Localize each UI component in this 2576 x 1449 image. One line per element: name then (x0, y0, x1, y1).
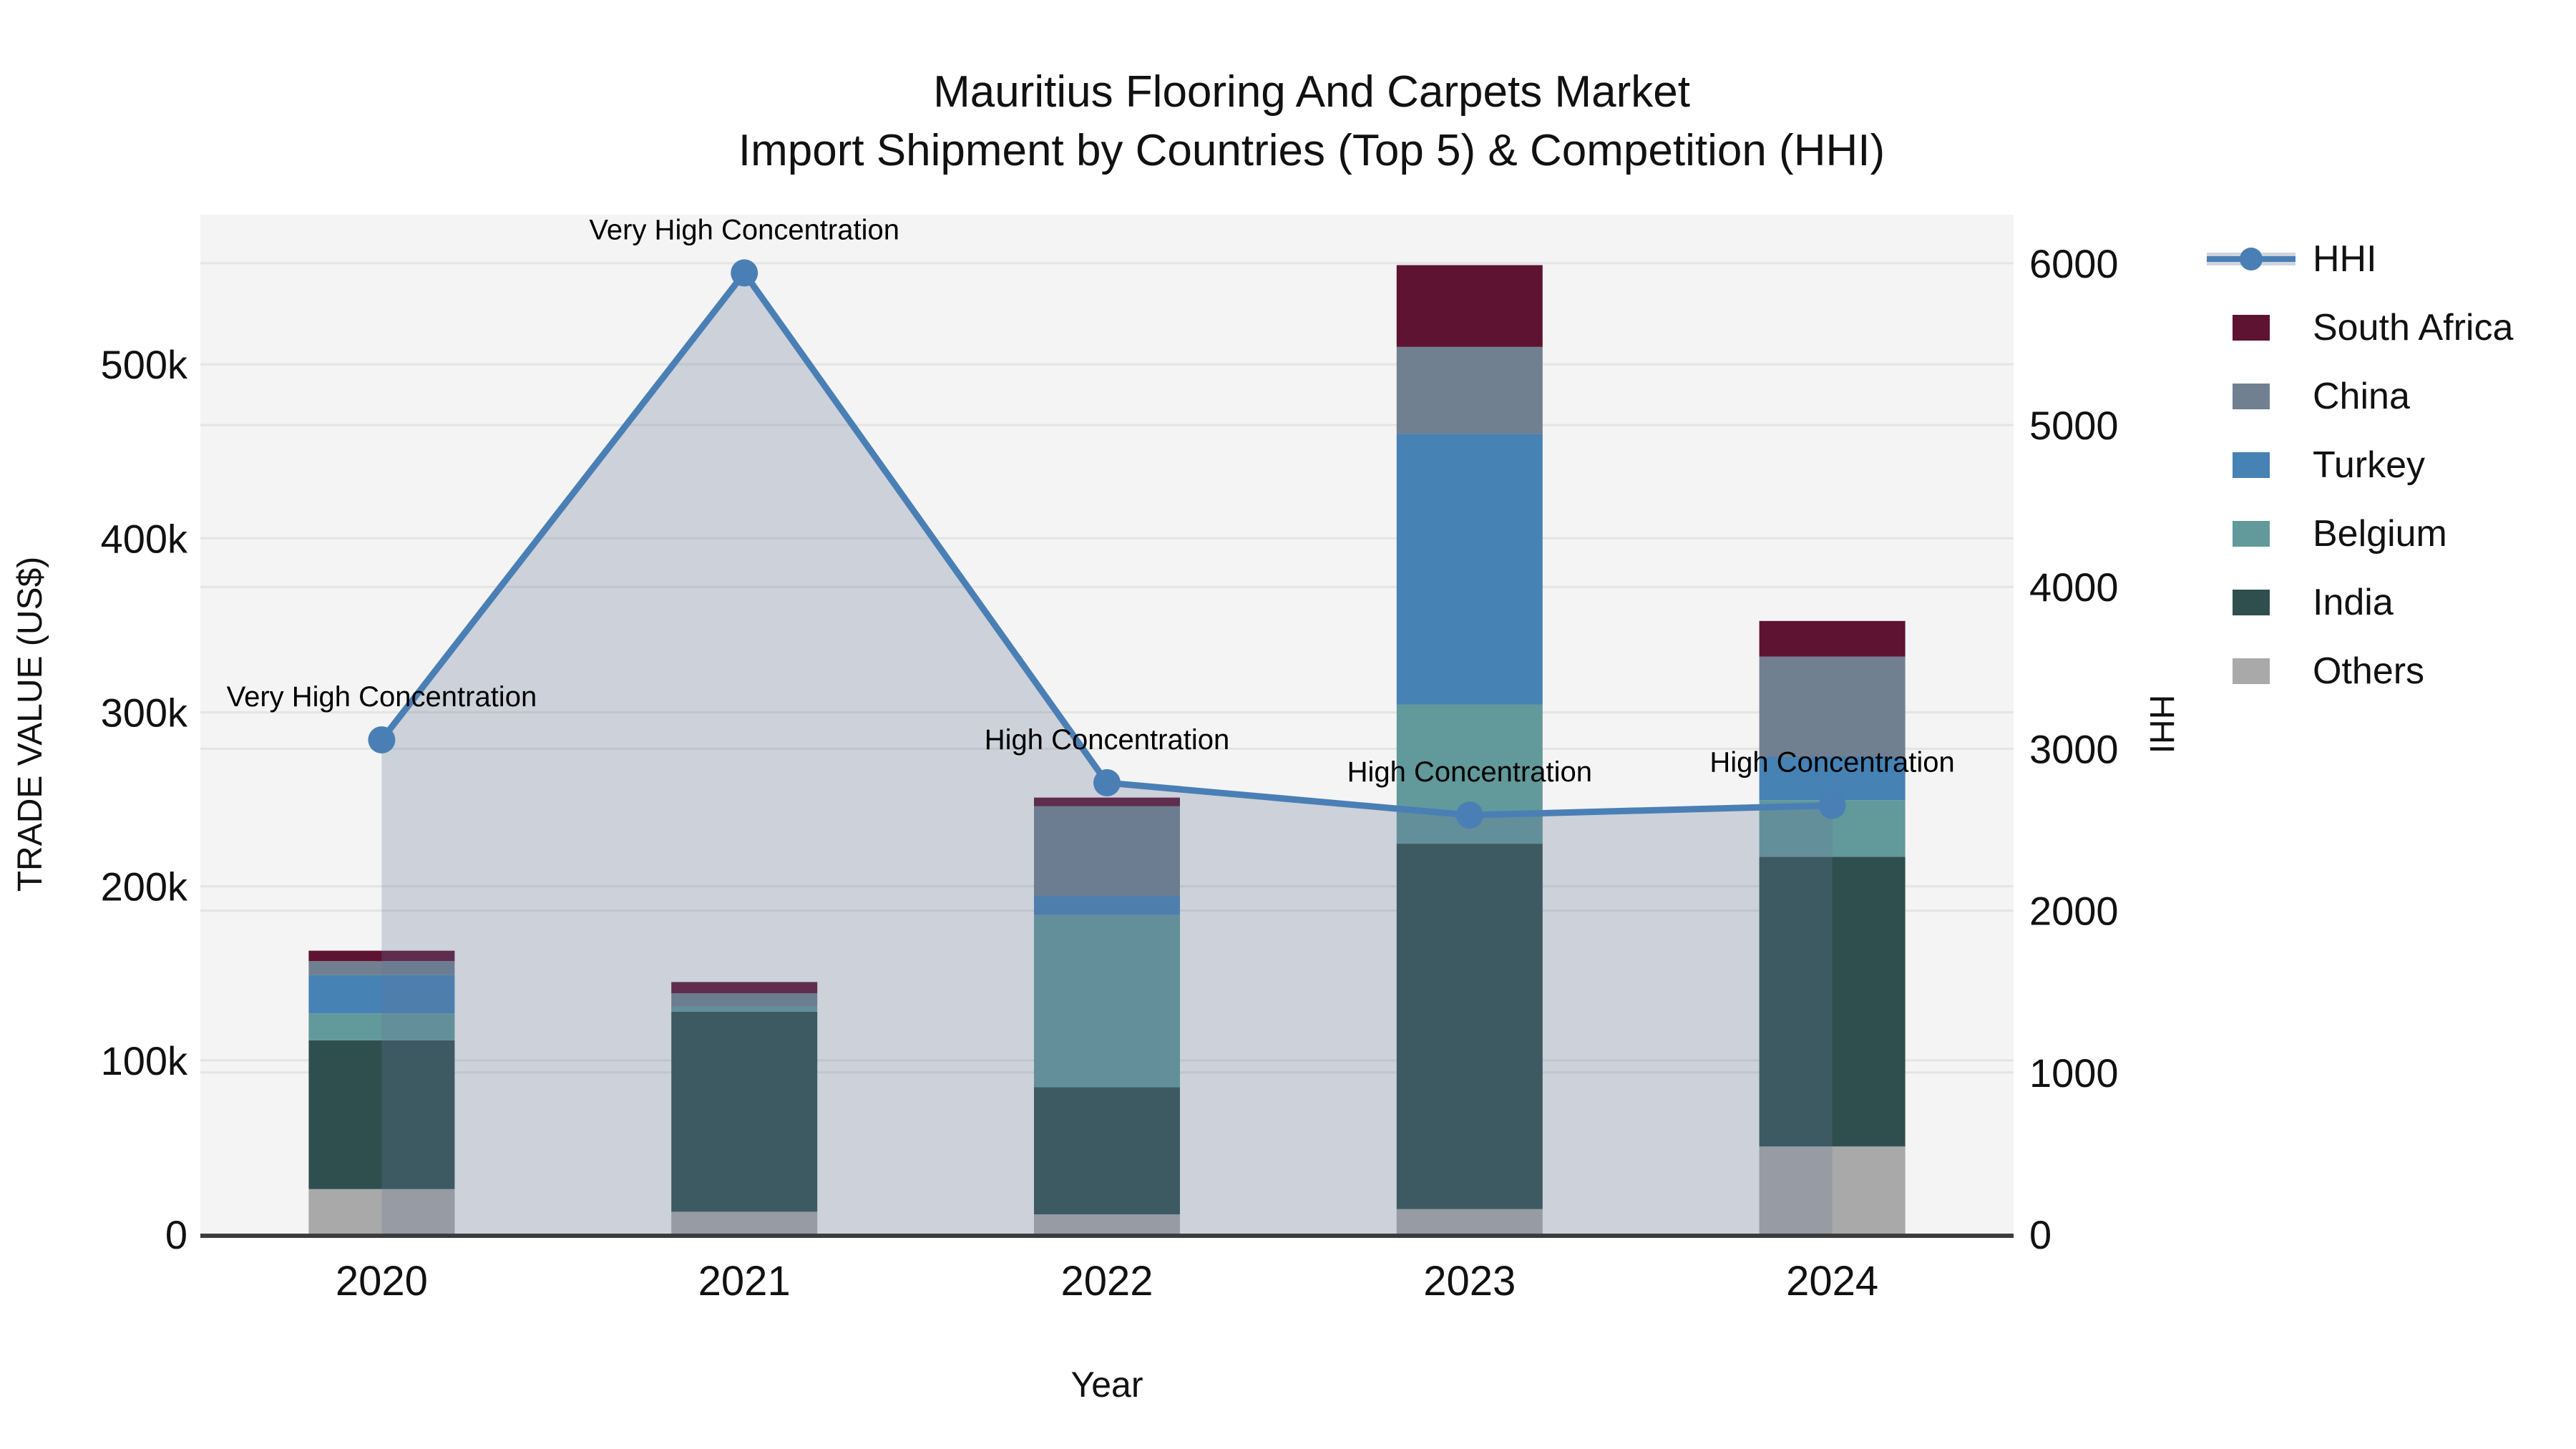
legend-label: India (2313, 582, 2394, 623)
legend-label: South Africa (2313, 307, 2514, 348)
hhi-line-layer (368, 259, 1846, 829)
legend-item-china[interactable]: China (2207, 362, 2513, 431)
concentration-annotation: High Concentration (985, 724, 1229, 756)
bar-segment-south-africa (671, 982, 818, 994)
legend-swatch-icon (2207, 657, 2296, 686)
bar-segment-turkey (1396, 434, 1543, 705)
legend-label: Turkey (2313, 444, 2425, 486)
hhi-marker (1818, 791, 1846, 819)
hhi-marker (1093, 769, 1121, 796)
bar-segment-india (1396, 844, 1543, 1209)
x-tick-label: 2022 (1060, 1258, 1153, 1304)
legend-line-sample-icon (2207, 245, 2296, 273)
legend-swatch-icon (2207, 519, 2296, 548)
stacked-bars-layer (308, 265, 1906, 1234)
y-right-tick-label: 4000 (2029, 565, 2119, 610)
legend-item-turkey[interactable]: Turkey (2207, 431, 2513, 499)
legend-label: HHI (2313, 238, 2377, 280)
legend-color-swatch (2233, 384, 2270, 409)
bar-segment-turkey (308, 975, 455, 1014)
x-tick-label: 2024 (1786, 1258, 1878, 1304)
y-left-tick-label: 100k (101, 1038, 188, 1083)
legend-color-swatch (2233, 452, 2270, 478)
bar-segment-india (308, 1040, 455, 1189)
legend-swatch-icon (2207, 313, 2296, 342)
y-left-axis-title: TRADE VALUE (US$) (11, 557, 49, 892)
y-right-tick-label: 6000 (2029, 241, 2119, 286)
legend-item-belgium[interactable]: Belgium (2207, 499, 2513, 568)
y-right-tick-label: 3000 (2029, 726, 2119, 771)
bar-segment-south-africa (1759, 620, 1906, 657)
concentration-annotation: Very High Concentration (589, 214, 899, 245)
bar-segment-china (1396, 346, 1543, 434)
y-left-tick-label: 500k (101, 342, 188, 387)
axis-title-layer: Year TRADE VALUE (US$) HHI (11, 557, 2180, 1405)
legend-color-swatch (2233, 315, 2270, 341)
bar-segment-india (671, 1011, 818, 1212)
y-left-tick-label: 300k (101, 690, 188, 735)
x-tick-label: 2021 (698, 1258, 791, 1304)
bar-segment-others (1759, 1146, 1906, 1234)
y-left-tick-label: 200k (101, 864, 188, 909)
bar-segment-china (1759, 656, 1906, 757)
gridline-layer (200, 262, 2014, 1074)
legend-label: Belgium (2313, 513, 2447, 555)
hhi-marker-sample (2240, 248, 2263, 270)
bar-segment-india (1759, 857, 1906, 1147)
bar-segment-turkey (1034, 896, 1180, 915)
x-axis-title: Year (1070, 1365, 1143, 1405)
y-left-tick-label: 400k (101, 516, 188, 561)
concentration-annotation: Very High Concentration (227, 681, 537, 713)
bar-segment-south-africa (308, 950, 455, 962)
legend-item-south-africa[interactable]: South Africa (2207, 293, 2513, 362)
legend-color-swatch (2233, 658, 2270, 684)
chart-title: Mauritius Flooring And Carpets Market Im… (24, 63, 2576, 180)
y-right-axis-title: HHI (2142, 695, 2180, 754)
annotation-layer: Very High Concentration Very High Concent… (227, 214, 1955, 788)
legend-swatch-icon (2207, 451, 2296, 479)
bar-segment-china (1034, 806, 1180, 897)
x-tick-label: 2023 (1423, 1258, 1516, 1304)
legend-item-hhi[interactable]: HHI (2207, 225, 2513, 293)
hhi-marker (1455, 801, 1483, 829)
chart-title-line2: Import Shipment by Countries (Top 5) & C… (738, 125, 1885, 175)
bar-segment-others (671, 1211, 818, 1234)
bar-segment-others (1396, 1209, 1543, 1234)
legend-item-india[interactable]: India (2207, 568, 2513, 637)
legend-swatch-icon (2207, 588, 2296, 617)
chart-title-line1: Mauritius Flooring And Carpets Market (933, 67, 1690, 117)
bar-segment-china (671, 993, 818, 1007)
tick-label-layer: 0 100k 200k 300k 400k 500k 0 1000 2000 3000 4000 50… (101, 241, 2119, 1304)
bar-segment-others (1034, 1214, 1180, 1234)
bar-segment-belgium (1034, 914, 1180, 1088)
bar-segment-south-africa (1396, 265, 1543, 347)
hhi-marker (731, 259, 758, 287)
legend-color-swatch (2233, 521, 2270, 547)
bar-segment-india (1034, 1087, 1180, 1215)
legend-label: Others (2313, 650, 2425, 692)
y-right-tick-label: 0 (2029, 1212, 2051, 1257)
hhi-area-fill (381, 273, 1833, 1234)
bar-segment-others (308, 1189, 455, 1234)
legend-color-swatch (2233, 590, 2270, 615)
bar-segment-china (308, 961, 455, 975)
legend: HHI South Africa China Turkey Belgium India Ot… (2207, 225, 2513, 706)
bar-segment-belgium (308, 1013, 455, 1040)
concentration-annotation: High Concentration (1709, 747, 1954, 779)
legend-item-others[interactable]: Others (2207, 637, 2513, 706)
concentration-annotation: High Concentration (1347, 756, 1592, 788)
bar-segment-belgium (671, 1006, 818, 1012)
hhi-area-layer (381, 273, 1833, 1234)
hhi-marker (368, 726, 396, 753)
y-left-tick-label: 0 (165, 1212, 187, 1257)
x-tick-label: 2020 (336, 1258, 428, 1304)
y-right-tick-label: 5000 (2029, 403, 2119, 448)
bar-segment-south-africa (1034, 797, 1180, 806)
legend-label: China (2313, 376, 2410, 417)
y-right-tick-label: 2000 (2029, 889, 2119, 934)
y-right-tick-label: 1000 (2029, 1050, 2119, 1096)
legend-swatch-icon (2207, 382, 2296, 411)
